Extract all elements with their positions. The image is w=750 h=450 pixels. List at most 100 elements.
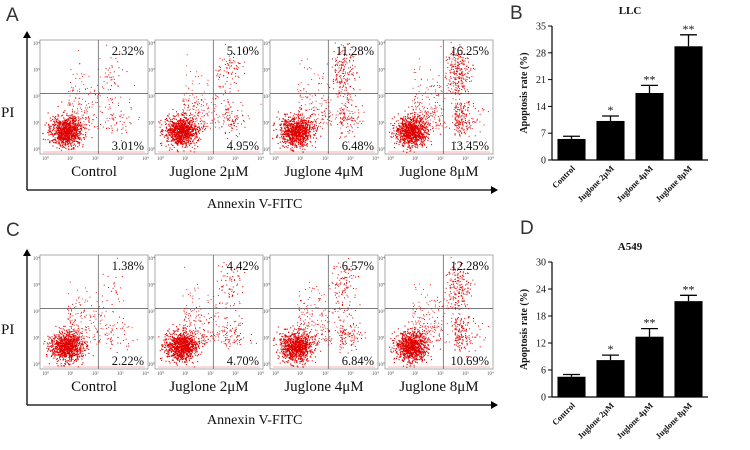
lower-right-percent: 4.95% xyxy=(227,139,259,153)
significance-marker: * xyxy=(608,342,614,356)
log-tick-label-x: 10¹ xyxy=(182,371,189,377)
bar xyxy=(674,46,703,160)
log-tick-label-y: 10² xyxy=(33,94,40,100)
log-tick-label-x: 10⁰ xyxy=(272,156,279,162)
log-tick-label-y: 10⁴ xyxy=(148,41,155,47)
log-tick-label-y: 10⁰ xyxy=(148,147,155,153)
condition-label: Control xyxy=(71,379,117,395)
log-tick-label-x: 10⁰ xyxy=(42,371,49,377)
event-dots xyxy=(272,42,365,153)
x-category-label: Juglone 8μM xyxy=(653,400,694,441)
log-tick-label-x: 10³ xyxy=(232,156,239,162)
log-tick-label-y: 10⁴ xyxy=(263,256,270,262)
condition-label: Control xyxy=(71,164,117,180)
x-category-label: Juglone 4μM xyxy=(614,163,655,204)
log-tick-label-y: 10³ xyxy=(148,283,155,289)
log-tick-label-y: 10⁰ xyxy=(33,362,40,368)
bar xyxy=(674,301,703,397)
flow-plot-frame xyxy=(39,39,149,155)
flow-panel-bottom: PI Annexin V-FITC 10⁰10⁰10¹10¹10²10²10³1… xyxy=(1,249,498,428)
y-tick-label: 30 xyxy=(536,258,546,269)
significance-marker: ** xyxy=(644,72,656,86)
x-category-label: Juglone 2μM xyxy=(575,163,616,204)
log-tick-label-x: 10⁰ xyxy=(157,371,164,377)
bar xyxy=(557,138,586,160)
panel-label-a: A xyxy=(6,5,19,26)
log-tick-label-y: 10¹ xyxy=(148,121,155,127)
log-tick-label-x: 10⁴ xyxy=(372,371,379,377)
log-tick-label-y: 10⁴ xyxy=(33,41,40,47)
log-tick-label-y: 10¹ xyxy=(33,336,40,342)
x-category-label: Juglone 2μM xyxy=(575,400,616,441)
y-tick-label: 7 xyxy=(541,129,546,140)
log-tick-label-x: 10² xyxy=(437,156,444,162)
log-tick-label-y: 10⁰ xyxy=(148,362,155,368)
log-tick-label-y: 10² xyxy=(33,309,40,315)
log-tick-label-x: 10¹ xyxy=(297,371,304,377)
log-tick-label-y: 10⁰ xyxy=(33,147,40,153)
log-tick-label-y: 10¹ xyxy=(378,336,385,342)
x-category-label: Control xyxy=(550,400,577,427)
event-dots xyxy=(158,262,257,368)
y-tick-label: 35 xyxy=(536,22,546,33)
log-tick-label-x: 10² xyxy=(322,371,329,377)
y-tick-label: 0 xyxy=(541,393,546,404)
y-tick-label: 6 xyxy=(541,366,546,377)
event-dots xyxy=(389,257,489,368)
log-tick-label-y: 10⁰ xyxy=(378,362,385,368)
log-tick-label-x: 10⁴ xyxy=(142,371,149,377)
log-tick-label-y: 10¹ xyxy=(263,121,270,127)
log-tick-label-x: 10² xyxy=(92,156,99,162)
log-tick-label-y: 10³ xyxy=(378,68,385,74)
log-tick-label-x: 10³ xyxy=(232,371,239,377)
condition-label: Juglone 8μM xyxy=(399,379,478,395)
event-dots xyxy=(43,257,138,368)
log-tick-label-y: 10¹ xyxy=(148,336,155,342)
log-tick-label-y: 10² xyxy=(378,94,385,100)
log-tick-label-x: 10¹ xyxy=(67,371,74,377)
y-tick-label: 14 xyxy=(536,102,546,113)
significance-marker: * xyxy=(608,103,614,117)
upper-right-percent: 1.38% xyxy=(112,259,144,273)
annexin-axis-label: Annexin V-FITC xyxy=(207,197,302,212)
log-tick-label-y: 10³ xyxy=(148,68,155,74)
upper-right-percent: 11.28% xyxy=(336,44,374,58)
condition-label: Juglone 4μM xyxy=(284,379,363,395)
log-tick-label-x: 10⁰ xyxy=(157,156,164,162)
log-tick-label-y: 10² xyxy=(148,94,155,100)
log-tick-label-y: 10¹ xyxy=(33,121,40,127)
log-tick-label-y: 10⁰ xyxy=(263,147,270,153)
log-tick-label-x: 10² xyxy=(437,371,444,377)
log-tick-label-x: 10⁰ xyxy=(272,371,279,377)
log-tick-label-x: 10⁰ xyxy=(387,156,394,162)
log-tick-label-x: 10³ xyxy=(462,371,469,377)
log-tick-label-y: 10⁴ xyxy=(33,256,40,262)
panel-label-c: C xyxy=(6,220,20,241)
log-tick-label-y: 10³ xyxy=(263,68,270,74)
log-tick-label-x: 10¹ xyxy=(67,156,74,162)
y-axis-label: Apoptosis rate (%) xyxy=(519,289,530,370)
log-tick-label-x: 10² xyxy=(92,371,99,377)
bar-chart-llc: LLC 0 7 14 21 28 35 Apoptosis rate (%) Control * J… xyxy=(519,5,708,204)
log-tick-label-x: 10³ xyxy=(347,371,354,377)
bar xyxy=(635,93,664,160)
log-tick-label-x: 10⁴ xyxy=(142,156,149,162)
log-tick-label-x: 10⁴ xyxy=(487,156,494,162)
lower-right-percent: 2.22% xyxy=(112,354,144,368)
log-tick-label-y: 10² xyxy=(378,309,385,315)
log-tick-label-x: 10¹ xyxy=(297,156,304,162)
log-tick-label-y: 10⁴ xyxy=(263,41,270,47)
log-tick-label-x: 10⁰ xyxy=(387,371,394,377)
log-tick-label-x: 10² xyxy=(322,156,329,162)
flow-panel-top: PI Annexin V-FITC 10⁰10⁰10¹10¹10²10²10³1… xyxy=(1,31,498,212)
log-tick-label-y: 10⁰ xyxy=(263,362,270,368)
bar xyxy=(557,376,586,397)
x-category-label: Control xyxy=(550,163,577,190)
log-tick-label-x: 10⁴ xyxy=(372,156,379,162)
significance-marker: ** xyxy=(683,22,695,36)
